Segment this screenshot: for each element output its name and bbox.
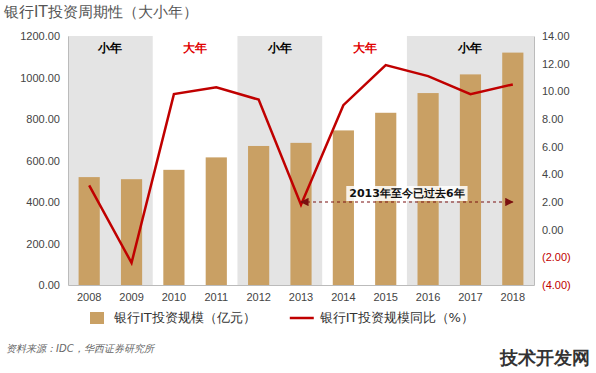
x-axis: 2008 2009 2010 2011 2012 2013 2014 2015 2016 2017…	[69, 285, 535, 303]
tick: 0.00	[534, 224, 563, 236]
tick-label: 12.00	[542, 58, 570, 70]
y-axis: 0.00 200.00 400.00 600.00 800.00 1000.00 1200.…	[20, 30, 68, 291]
tick: 2010	[162, 285, 186, 303]
tick-label: 14.00	[542, 30, 570, 42]
tick-label: 1000.00	[20, 72, 60, 84]
legend: 银行IT投资规模（亿元） 银行IT投资规模同比（%）	[90, 310, 474, 325]
tick: 2014	[331, 285, 355, 303]
legend-label: 银行IT投资规模（亿元）	[113, 310, 256, 325]
tick: 2011	[204, 285, 228, 303]
bar	[248, 146, 269, 285]
bar	[290, 143, 311, 285]
tick: (4.00)	[534, 279, 571, 291]
annotation-arrow	[301, 201, 513, 202]
annotation-text: 2013年至今已过去6年	[349, 187, 464, 200]
tick: 4.00	[534, 168, 563, 180]
tick-label: 0.00	[542, 224, 563, 236]
tick-label: 2017	[458, 291, 482, 303]
tick: 0.00	[39, 279, 68, 291]
tick: (2.00)	[534, 251, 571, 263]
y2-axis: (4.00) (2.00) 0.00 2.00 4.00 6.00 8.00 10.00 12.…	[534, 30, 571, 291]
tick-label: 2010	[162, 291, 186, 303]
tick: 1000.00	[20, 72, 68, 84]
annotation-bg	[346, 186, 467, 201]
annotation: 2013年至今已过去6年	[301, 186, 513, 202]
tick: 800.00	[26, 113, 68, 125]
bars	[79, 53, 524, 285]
bar	[333, 130, 354, 285]
tick: 200.00	[26, 238, 68, 250]
legend-label: 银行IT投资规模同比（%）	[319, 310, 474, 325]
chart-container: 银行IT投资周期性（大小年） 小年 大年 小年 大年 小年 2008 2009 2010 2011…	[0, 0, 596, 373]
tick-label: 2012	[246, 291, 270, 303]
tick-label: 600.00	[26, 155, 60, 167]
tick-label: 2013	[289, 291, 313, 303]
chart-svg: 银行IT投资周期性（大小年） 小年 大年 小年 大年 小年 2008 2009 2010 2011…	[0, 0, 596, 373]
line	[89, 65, 513, 263]
tick-label: 2018	[501, 291, 525, 303]
tick-label: 2.00	[542, 196, 563, 208]
tick: 400.00	[26, 196, 68, 208]
bar	[502, 53, 523, 285]
period-label: 小年	[97, 41, 122, 55]
tick: 10.00	[534, 85, 570, 97]
period-label: 小年	[457, 41, 482, 55]
bar	[206, 157, 227, 285]
tick: 2015	[373, 285, 397, 303]
tick-label: 2014	[331, 291, 355, 303]
period-band	[407, 36, 534, 285]
tick-label: 6.00	[542, 141, 563, 153]
period-label: 大年	[353, 41, 377, 55]
legend-item: 银行IT投资规模（亿元）	[90, 310, 256, 325]
bar	[460, 74, 481, 285]
legend-swatch	[290, 317, 314, 320]
tick: 12.00	[534, 58, 570, 70]
period-label: 小年	[267, 41, 292, 55]
tick-label: 8.00	[542, 113, 563, 125]
tick: 2016	[416, 285, 440, 303]
axis-line	[68, 37, 69, 286]
bar	[163, 170, 184, 285]
tick: 2012	[246, 285, 270, 303]
period-label: 大年	[183, 41, 207, 55]
tick-label: (4.00)	[542, 279, 571, 291]
tick-label: (2.00)	[542, 251, 571, 263]
tick: 8.00	[534, 113, 563, 125]
title: 银行IT投资周期性（大小年）	[3, 3, 198, 21]
tick-label: 0.00	[39, 279, 60, 291]
tick: 2017	[458, 285, 482, 303]
source: 资料来源：IDC，华西证券研究所	[6, 343, 156, 354]
tick-label: 2016	[416, 291, 440, 303]
watermark: 技术开发网	[499, 347, 590, 368]
legend-item: 银行IT投资规模同比（%）	[290, 310, 474, 325]
plot-area	[79, 53, 524, 285]
tick: 14.00	[534, 30, 570, 42]
tick-label: 400.00	[26, 196, 60, 208]
tick-label: 2015	[373, 291, 397, 303]
tick: 2013	[289, 285, 313, 303]
axis-line	[69, 285, 535, 286]
tick: 1200.00	[20, 30, 68, 42]
tick-label: 800.00	[26, 113, 60, 125]
tick-label: 2008	[77, 291, 101, 303]
period-band	[237, 36, 322, 285]
tick: 2008	[77, 285, 101, 303]
period-band	[68, 36, 153, 285]
tick: 2.00	[534, 196, 563, 208]
axis-line	[534, 37, 535, 286]
tick: 2018	[501, 285, 525, 303]
tick-label: 2011	[204, 291, 228, 303]
tick-label: 10.00	[542, 85, 570, 97]
periods: 小年 大年 小年 大年 小年	[68, 36, 534, 285]
tick-label: 2009	[119, 291, 143, 303]
legend-swatch	[90, 312, 104, 324]
tick: 2009	[119, 285, 143, 303]
tick: 6.00	[534, 141, 563, 153]
tick-label: 4.00	[542, 168, 563, 180]
tick: 600.00	[26, 155, 68, 167]
bar	[79, 177, 100, 285]
tick-label: 200.00	[26, 238, 60, 250]
tick-label: 1200.00	[20, 30, 60, 42]
